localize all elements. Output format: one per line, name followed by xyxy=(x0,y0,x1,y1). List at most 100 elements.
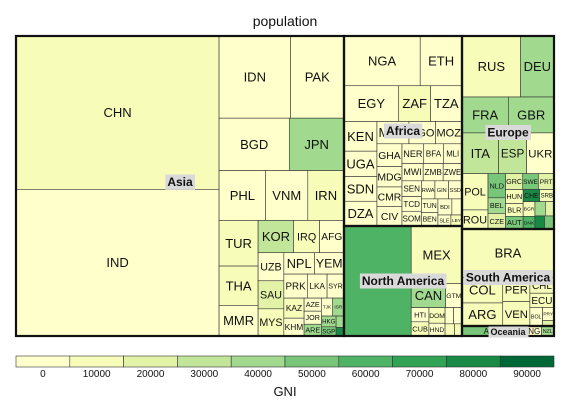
country-label-idn: IDN xyxy=(244,70,266,85)
country-label-syr: SYR xyxy=(328,284,342,291)
country-cell-ukr xyxy=(526,132,555,174)
gni-legend: 0 10000 20000 30000 40000 50000 60000 70000 8000… xyxy=(15,355,555,380)
country-label-chl: CHL xyxy=(532,281,552,292)
group-label-background xyxy=(384,123,423,139)
country-label-uga: UGA xyxy=(346,156,375,171)
country-label-dza: DZA xyxy=(347,206,373,221)
country-cell-nga xyxy=(343,35,421,87)
country-label-che: CHE xyxy=(524,193,539,200)
legend-tick-label: 40000 xyxy=(244,369,272,380)
chart-title: population xyxy=(253,13,318,29)
country-cell-mys xyxy=(257,308,285,337)
country-label-swe: SWE xyxy=(523,179,538,186)
country-label-tun: TUN xyxy=(423,203,437,210)
country-label-som: SOM xyxy=(402,214,421,223)
country-cell-irl xyxy=(544,215,555,230)
country-cell-svk xyxy=(545,201,555,217)
country-cell-pol xyxy=(461,173,489,211)
country-cell-qat xyxy=(335,327,345,337)
group-label-south-america: South America xyxy=(466,271,551,285)
country-cell-bgd xyxy=(218,117,290,171)
country-label-ken: KEN xyxy=(347,129,374,144)
legend-swatch xyxy=(177,355,232,368)
country-cell-kwt xyxy=(335,315,345,328)
country-cell-cri xyxy=(444,323,455,337)
country-label-afg: AFG xyxy=(321,232,342,243)
country-label-arg: ARG xyxy=(468,307,496,322)
group-label-north-america: North America xyxy=(362,274,445,288)
country-label-per: PER xyxy=(505,284,528,296)
country-label-png: PNG xyxy=(523,327,540,336)
country-cell-nor xyxy=(534,215,545,230)
country-label-mli: MLI xyxy=(446,149,459,158)
country-cell-egy xyxy=(343,85,400,122)
country-cell-tgo xyxy=(451,198,463,216)
legend-tick-label: 50000 xyxy=(298,369,326,380)
country-cell-pak xyxy=(290,35,345,119)
country-label-prt: PRT xyxy=(540,179,553,186)
country-label-blr: BLR xyxy=(507,206,521,215)
legend-swatch xyxy=(230,355,286,368)
country-label-bfa: BFA xyxy=(426,150,442,159)
country-label-bdi: BDI xyxy=(440,205,450,211)
country-label-cub: CUB xyxy=(412,324,428,333)
country-label-are: ARE xyxy=(305,326,320,335)
country-cell-chn xyxy=(15,35,220,190)
country-label-mdg: MDG xyxy=(377,172,401,183)
country-label-bra: BRA xyxy=(495,246,522,261)
country-label-mex: MEX xyxy=(423,247,452,262)
country-label-hti: HTI xyxy=(414,310,426,319)
country-cell-uzb xyxy=(257,252,285,282)
country-cell-ven xyxy=(502,301,531,327)
country-cell-tza xyxy=(430,85,463,122)
country-label-esp: ESP xyxy=(501,147,525,160)
country-label-cmr: CMR xyxy=(378,192,402,203)
country-cell-vnm xyxy=(265,170,309,221)
country-label-rwa: RWA xyxy=(422,188,435,194)
country-label-sdn: SDN xyxy=(347,181,374,196)
country-label-sle: SLE xyxy=(439,218,450,224)
country-label-aze: AZE xyxy=(306,300,320,309)
country-cell-slv xyxy=(444,307,454,325)
legend-tick-label: 90000 xyxy=(513,369,541,380)
country-label-civ: CIV xyxy=(381,212,398,223)
country-cell-jpn xyxy=(288,117,345,171)
country-label-ukr: UKR xyxy=(528,148,552,160)
country-label-tza: TZA xyxy=(434,96,459,111)
country-cell-ind xyxy=(15,189,220,337)
country-label-tha: THA xyxy=(226,278,252,293)
legend-tick-label: 70000 xyxy=(406,369,434,380)
country-label-zaf: ZAF xyxy=(402,96,427,111)
country-label-sau: SAU xyxy=(260,290,282,302)
country-label-tur: TUR xyxy=(225,236,252,251)
legend-title: GNI xyxy=(273,384,296,399)
country-label-aut: AUT xyxy=(507,218,522,227)
country-label-bel: BEL xyxy=(490,201,504,210)
country-label-cze: CZE xyxy=(489,217,504,226)
country-label-khm: KHM xyxy=(285,322,304,332)
country-label-phl: PHL xyxy=(230,188,255,203)
country-cell-fin xyxy=(534,201,546,217)
country-label-ner: NER xyxy=(403,149,423,159)
country-label-gha: GHA xyxy=(378,151,401,162)
country-label-jor: JOR xyxy=(306,313,320,322)
country-label-mys: MYS xyxy=(259,317,282,329)
legend-tick-label: 20000 xyxy=(137,369,165,380)
country-cell-tur xyxy=(218,220,259,267)
country-cell-mmr xyxy=(218,305,259,337)
country-label-ita: ITA xyxy=(471,146,491,161)
country-label-irn: IRN xyxy=(315,188,337,203)
country-label-pry: PRY xyxy=(543,312,554,318)
legend-swatch xyxy=(392,355,447,368)
country-cell-pan xyxy=(454,323,463,337)
legend-tick-label: 80000 xyxy=(459,369,487,380)
group-label-africa: Africa xyxy=(386,124,420,138)
country-label-egy: EGY xyxy=(358,96,386,111)
group-label-background xyxy=(359,273,447,289)
country-label-uzb: UZB xyxy=(260,262,281,274)
country-label-pol: POL xyxy=(464,187,486,199)
country-label-gtm: GTM xyxy=(446,293,461,300)
group-label-europe: Europe xyxy=(487,126,529,140)
country-label-vnm: VNM xyxy=(272,188,301,203)
country-label-moz: MOZ xyxy=(437,128,462,140)
